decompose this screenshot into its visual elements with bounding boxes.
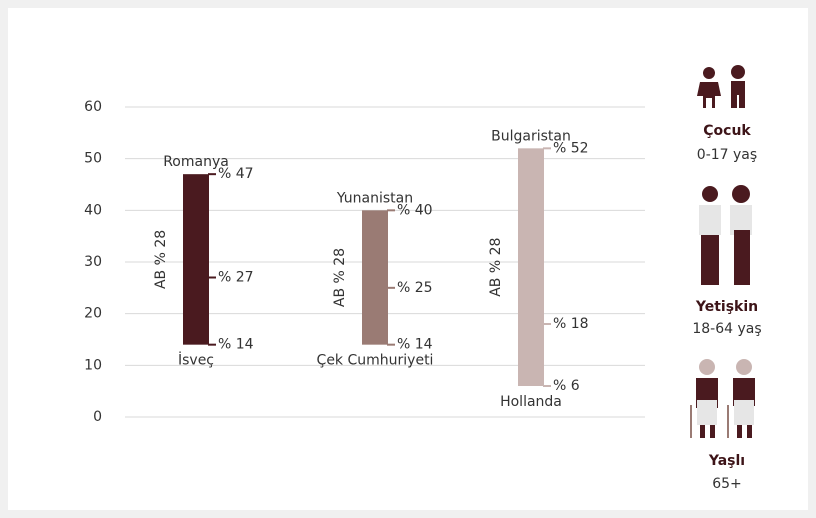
y-tick-label: 50 <box>84 151 102 167</box>
y-tick-label: 30 <box>84 254 102 270</box>
range-bar <box>183 174 209 345</box>
adult-icon <box>699 185 752 285</box>
value-label: % 14 <box>397 337 433 353</box>
value-label: % 27 <box>218 270 254 286</box>
value-label: % 40 <box>397 202 433 218</box>
group-age: 18-64 yaş <box>692 321 761 337</box>
low-country: Hollanda <box>500 394 562 410</box>
group-age: 65+ <box>712 476 742 492</box>
note: AB % 28 <box>332 248 348 307</box>
y-tick-label: 0 <box>93 409 102 425</box>
note: AB % 28 <box>153 230 169 289</box>
value-label: % 6 <box>553 378 580 394</box>
range-bar <box>518 148 544 386</box>
group-name: Yaşlı <box>708 453 745 469</box>
low-country: Çek Cumhuriyeti <box>317 353 434 369</box>
y-tick-label: 20 <box>84 306 102 322</box>
range-bar <box>362 210 388 345</box>
y-tick-label: 60 <box>84 99 102 115</box>
value-label: % 47 <box>218 166 254 182</box>
group-age: 0-17 yaş <box>697 147 757 163</box>
note: AB % 28 <box>488 238 504 297</box>
elderly-icon <box>690 359 755 438</box>
high-country: Yunanistan <box>336 190 413 206</box>
low-country: İsveç <box>178 351 214 369</box>
value-label: % 18 <box>553 316 589 332</box>
value-label: % 52 <box>553 140 589 156</box>
group-name: Yetişkin <box>695 299 758 315</box>
high-country: Romanya <box>163 154 229 170</box>
y-tick-label: 40 <box>84 202 102 218</box>
value-label: % 14 <box>218 337 254 353</box>
value-label: % 25 <box>397 280 433 296</box>
panel <box>8 8 808 510</box>
group-name: Çocuk <box>703 123 751 139</box>
high-country: Bulgaristan <box>491 128 571 144</box>
y-tick-label: 10 <box>84 357 102 373</box>
child-icon <box>697 65 745 108</box>
